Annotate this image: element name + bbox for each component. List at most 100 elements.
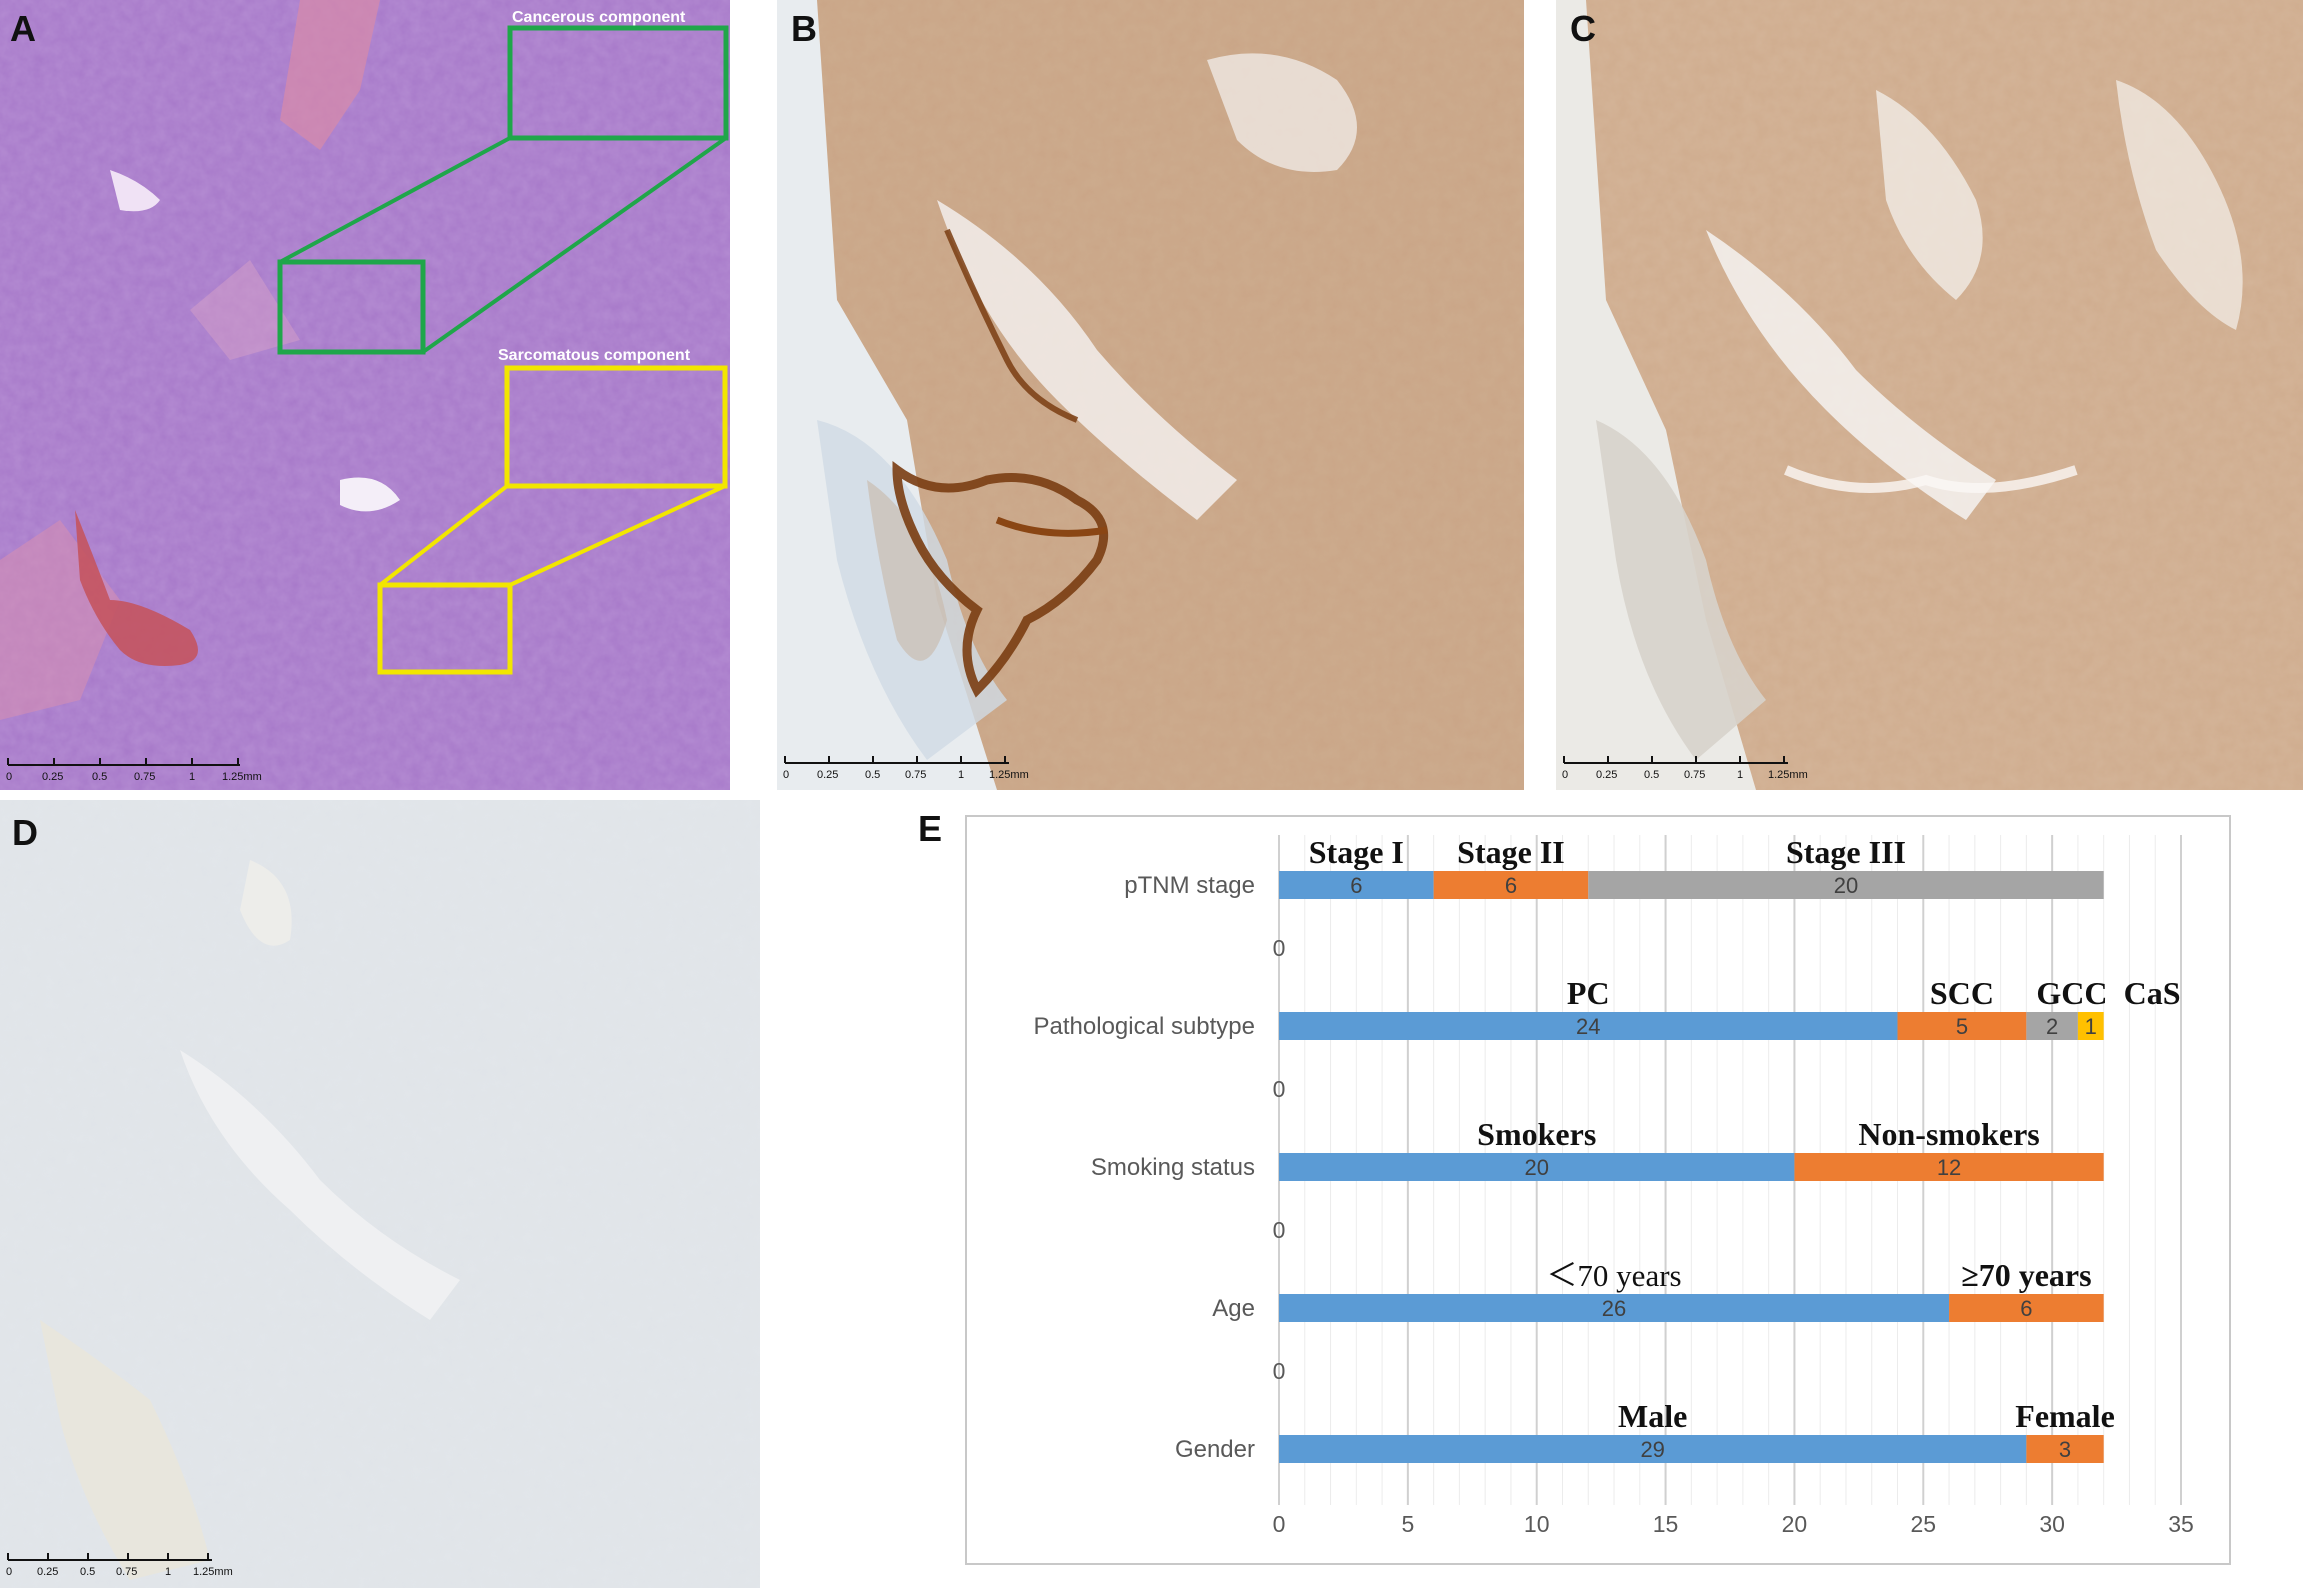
zero-row-label: 0	[1273, 1217, 1286, 1243]
x-tick-label: 15	[1653, 1511, 1679, 1537]
scale-tick-label: 0.25	[42, 771, 63, 783]
scale-tick-label: 1.25mm	[1768, 769, 1808, 781]
scale-tick-label: 0.75	[116, 1566, 137, 1578]
scale-tick-label: 1.25mm	[222, 771, 262, 783]
panel-e-chart: 0 0 0 0 pTNM stage 6 Stage I 6 Stage II 20 Stage I…	[965, 815, 2231, 1565]
segment-name-label: PC	[1567, 975, 1610, 1011]
panel-letter-d: D	[12, 812, 38, 853]
bar-segment	[1588, 871, 2104, 899]
x-tick-label: 20	[1782, 1511, 1808, 1537]
data-label: 6	[1505, 873, 1517, 898]
scale-tick-label: 1.25mm	[193, 1566, 233, 1578]
scale-tick-label: 0.5	[80, 1566, 95, 1578]
scale-tick-label: 0	[6, 771, 12, 783]
he-stain-image: Cancerous component Sarcomatous componen…	[0, 0, 730, 790]
segment-name-label: ≥70 years	[1961, 1257, 2091, 1293]
panel-letter-b: B	[791, 8, 817, 49]
panel-letter-a: A	[10, 8, 36, 49]
scale-bar: 0 0.25 0.5 0.75 1 1.25mm	[783, 756, 1029, 781]
zero-row-label: 0	[1273, 1358, 1286, 1384]
bar-segment	[1279, 871, 1434, 899]
scale-tick-label: 0.25	[1596, 769, 1617, 781]
scale-bar: 0 0.25 0.5 0.75 1 1.25mm	[6, 1553, 233, 1578]
scale-tick-label: 1	[165, 1566, 171, 1578]
segment-name-label: GCC	[2036, 975, 2107, 1011]
scale-tick-label: 1	[958, 769, 964, 781]
scale-tick-label: 0	[1562, 769, 1568, 781]
bar-segment	[1949, 1294, 2104, 1322]
scale-bar: 0 0.25 0.5 0.75 1 1.25mm	[1562, 756, 1808, 781]
panel-b-ihc-stain: 0 0.25 0.5 0.75 1 1.25mm B	[777, 0, 1524, 790]
data-label: 26	[1602, 1296, 1626, 1321]
x-tick-label: 30	[2039, 1511, 2065, 1537]
scale-tick-label: 0.5	[1644, 769, 1659, 781]
bars	[1279, 871, 2104, 1463]
segment-name-label: Stage III	[1786, 834, 1906, 870]
negative-stain-image: 0 0.25 0.5 0.75 1 1.25mm	[0, 800, 760, 1588]
scale-tick-label: 0	[783, 769, 789, 781]
x-tick-label: 10	[1524, 1511, 1550, 1537]
category-label: pTNM stage	[1124, 872, 1255, 899]
data-label: 1	[2085, 1014, 2097, 1039]
data-label: 6	[2020, 1296, 2032, 1321]
bar-segment	[2026, 1012, 2078, 1040]
scale-tick-label: 0.25	[817, 769, 838, 781]
scale-tick-label: 0.5	[92, 771, 107, 783]
x-tick-label: 5	[1401, 1511, 1414, 1537]
cancerous-zoom-box	[507, 25, 729, 141]
data-label: 24	[1576, 1014, 1600, 1039]
bar-segment	[1279, 1294, 1950, 1322]
category-label: Age	[1212, 1295, 1255, 1322]
scale-bar: 0 0.25 0.5 0.75 1 1.25mm	[6, 758, 262, 783]
scale-tick-label: 0.75	[134, 771, 155, 783]
segment-name-label: Non-smokers	[1858, 1116, 2039, 1152]
category-label: Smoking status	[1091, 1154, 1255, 1181]
bar-segment	[1433, 871, 1589, 899]
scale-tick-label: 1	[1737, 769, 1743, 781]
cancerous-callout: Cancerous component	[512, 9, 686, 26]
segment-name-label: Female	[2015, 1398, 2115, 1434]
scale-tick-label: 1.25mm	[989, 769, 1029, 781]
segment-name-label: ＜70 years	[1546, 1258, 1681, 1293]
ihc-stain-image-c: 0 0.25 0.5 0.75 1 1.25mm	[1556, 0, 2303, 790]
data-label: 3	[2059, 1437, 2071, 1462]
x-tick-label: 25	[1910, 1511, 1936, 1537]
data-label: 5	[1956, 1014, 1968, 1039]
data-label: 12	[1937, 1155, 1961, 1180]
panel-letter-e: E	[918, 808, 943, 849]
panel-letter-c: C	[1570, 8, 1596, 49]
bar-segment	[1897, 1012, 2027, 1040]
cancerous-source-box	[277, 259, 426, 355]
bar-segment	[1279, 1012, 1898, 1040]
bar-segment	[1794, 1153, 2104, 1181]
segment-name-label: Stage II	[1457, 834, 1565, 870]
bar-segment	[1279, 1153, 1795, 1181]
category-label: Gender	[1175, 1436, 1255, 1463]
scale-tick-label: 0.75	[905, 769, 926, 781]
zero-row-label: 0	[1273, 935, 1286, 961]
data-label: 20	[1524, 1155, 1548, 1180]
panel-d-negative-stain: 0 0.25 0.5 0.75 1 1.25mm D	[0, 800, 760, 1588]
bar-segment	[1279, 1435, 2027, 1463]
data-label: 2	[2046, 1014, 2058, 1039]
segment-name-label: Male	[1618, 1398, 1687, 1434]
panel-c-ihc-stain: 0 0.25 0.5 0.75 1 1.25mm C	[1556, 0, 2303, 790]
x-tick-label: 35	[2168, 1511, 2194, 1537]
sarcomatous-zoom-box	[504, 365, 728, 489]
scale-tick-label: 0.25	[37, 1566, 58, 1578]
data-label: 20	[1834, 873, 1858, 898]
zero-row-label: 0	[1273, 1076, 1286, 1102]
scale-tick-label: 1	[189, 771, 195, 783]
sarcomatous-callout: Sarcomatous component	[498, 347, 691, 364]
data-label: 6	[1350, 873, 1362, 898]
bar-segment	[2026, 1435, 2104, 1463]
scale-tick-label: 0.5	[865, 769, 880, 781]
x-axis: 0 5 10 15 20 25 30 35	[1273, 1511, 2194, 1537]
segment-name-label: Stage I	[1309, 834, 1404, 870]
ihc-stain-image-b: 0 0.25 0.5 0.75 1 1.25mm	[777, 0, 1524, 790]
bar-segment	[2077, 1012, 2104, 1040]
category-label: Pathological subtype	[1034, 1013, 1255, 1040]
labels: 0 0 0 0 pTNM stage 6 Stage I 6 Stage II 20 Stage I…	[1034, 834, 2181, 1463]
data-label: 29	[1640, 1437, 1664, 1462]
segment-name-label: CaS	[2124, 975, 2181, 1011]
